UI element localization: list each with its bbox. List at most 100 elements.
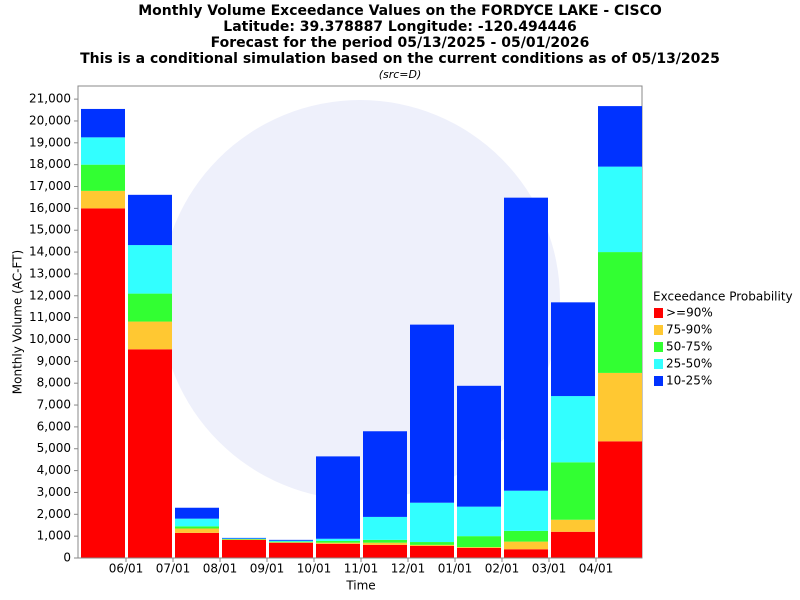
bar-segment <box>316 456 360 539</box>
bar-segment <box>551 462 595 520</box>
y-tick-label: 2,000 <box>37 507 71 521</box>
bar-segment <box>504 197 548 491</box>
y-tick-label: 5,000 <box>37 441 71 455</box>
bar-segment <box>175 532 219 558</box>
bar-segment <box>128 321 172 350</box>
y-tick-label: 21,000 <box>29 92 71 106</box>
bar-segment <box>316 540 360 543</box>
bar-segment <box>128 194 172 246</box>
legend-swatch <box>654 376 663 386</box>
y-tick-label: 16,000 <box>29 201 71 215</box>
bar-segment <box>269 539 313 541</box>
subtitle: This is a conditional simulation based o… <box>80 51 720 67</box>
subtitle: Latitude: 39.378887 Longitude: -120.4944… <box>223 19 576 35</box>
bar-segment <box>363 516 407 540</box>
bar-segment <box>598 252 642 373</box>
bar-segment <box>81 190 125 209</box>
x-tick-label: 10/01 <box>297 562 332 576</box>
y-tick-label: 11,000 <box>29 310 71 324</box>
x-tick-label: 09/01 <box>250 562 285 576</box>
y-tick-label: 1,000 <box>37 529 71 543</box>
y-tick-label: 6,000 <box>37 419 71 433</box>
bar-segment <box>81 108 125 138</box>
x-tick-label: 02/01 <box>485 562 520 576</box>
bar-segment <box>410 502 454 543</box>
legend-label: 25-50% <box>666 357 712 371</box>
bar-segment <box>551 519 595 532</box>
bar-segment <box>269 540 313 542</box>
x-tick-label: 06/01 <box>109 562 144 576</box>
bar-segment <box>222 537 266 539</box>
bar-segment <box>457 547 501 548</box>
y-tick-label: 15,000 <box>29 223 71 237</box>
legend-label: 50-75% <box>666 340 712 354</box>
bar-segment <box>504 541 548 550</box>
bar-segment <box>504 490 548 531</box>
bar-segment <box>457 536 501 548</box>
bar-segment <box>410 545 454 558</box>
y-axis-label: Monthly Volume (AC-FT) <box>11 250 25 394</box>
bar-segment <box>81 137 125 165</box>
subtitle: Forecast for the period 05/13/2025 - 05/… <box>211 35 590 51</box>
bar-segment <box>457 547 501 558</box>
bar-segment <box>175 518 219 527</box>
bar-segment <box>598 166 642 253</box>
bar-segment <box>598 106 642 167</box>
legend-swatch <box>654 342 663 352</box>
bar-segment <box>551 531 595 558</box>
y-tick-label: 10,000 <box>29 332 71 346</box>
source-note: (src=D) <box>379 68 422 81</box>
bar-segment <box>128 349 172 558</box>
bar-segment <box>363 431 407 517</box>
y-tick-label: 9,000 <box>37 354 71 368</box>
bar-segment <box>81 208 125 559</box>
bar-segment <box>175 528 219 533</box>
legend-label: 10-25% <box>666 374 712 388</box>
y-tick-label: 8,000 <box>37 376 71 390</box>
bar-segment <box>457 506 501 537</box>
x-tick-label: 12/01 <box>391 562 426 576</box>
bar-segment <box>598 372 642 442</box>
bar-segment <box>81 164 125 191</box>
bar-segment <box>504 530 548 542</box>
y-tick-label: 3,000 <box>37 485 71 499</box>
x-tick-label: 03/01 <box>532 562 567 576</box>
legend-swatch <box>654 325 663 335</box>
bar-segment <box>410 542 454 545</box>
legend-label: 75-90% <box>666 323 712 337</box>
y-tick-label: 12,000 <box>29 288 71 302</box>
bar-segment <box>175 526 219 529</box>
bar-segment <box>410 544 454 546</box>
y-tick-label: 19,000 <box>29 135 71 149</box>
y-tick-label: 13,000 <box>29 266 71 280</box>
x-tick-label: 08/01 <box>203 562 238 576</box>
x-axis-label: Time <box>345 579 375 593</box>
bar-segment <box>551 396 595 463</box>
legend-label: >=90% <box>666 306 713 320</box>
x-tick-label: 04/01 <box>579 562 614 576</box>
bar-segment <box>269 541 313 543</box>
bar-segment <box>316 543 360 558</box>
bar-segment <box>316 542 360 544</box>
bar-segment <box>128 293 172 322</box>
legend-title: Exceedance Probability <box>653 290 793 304</box>
bar-segment <box>363 544 407 558</box>
bar-segment <box>410 324 454 503</box>
bar-segment <box>128 245 172 294</box>
y-tick-label: 4,000 <box>37 463 71 477</box>
chart-title: Monthly Volume Exceedance Values on the … <box>138 3 662 19</box>
bar-segment <box>269 542 313 558</box>
bar-segment <box>175 507 219 519</box>
y-tick-label: 0 <box>63 551 71 565</box>
bar-segment <box>316 538 360 541</box>
bar-segment <box>504 549 548 558</box>
bar-segment <box>363 539 407 543</box>
legend-swatch <box>654 308 663 318</box>
y-tick-label: 20,000 <box>29 113 71 127</box>
bar-segment <box>363 542 407 545</box>
y-tick-label: 18,000 <box>29 157 71 171</box>
bar-segment <box>551 302 595 397</box>
bar-segment <box>598 441 642 558</box>
bar-segment <box>457 385 501 507</box>
